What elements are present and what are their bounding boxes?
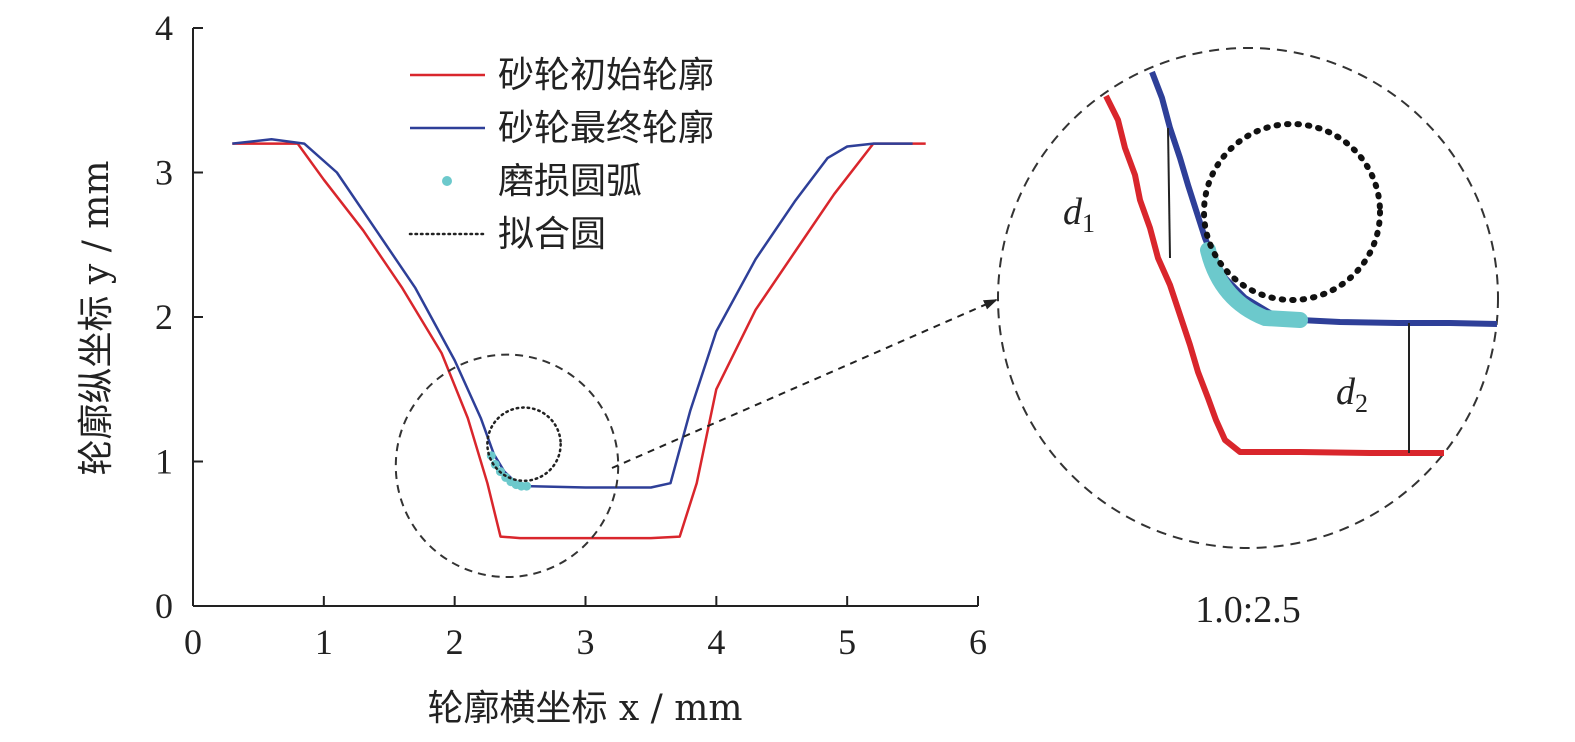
inset-initial-profile — [1103, 94, 1444, 456]
series-line — [232, 142, 926, 540]
y-tick-label: 1 — [155, 442, 173, 482]
legend-swatch — [442, 176, 452, 186]
ticks: 0 1 2 3 4 5 6 0 1 2 3 4 — [155, 8, 987, 662]
x-tick-label: 4 — [707, 622, 725, 662]
inset-wear-arc — [1200, 242, 1308, 328]
y-tick-label: 4 — [155, 8, 173, 48]
zoom-inset: d1 d2 — [997, 47, 1499, 549]
x-tick-label: 1 — [315, 622, 333, 662]
d1-line — [1167, 127, 1171, 259]
legend-label: 砂轮最终轮廓 — [498, 108, 714, 149]
series-layer — [232, 138, 926, 540]
fit-circle — [486, 406, 562, 483]
d1-label: d1 — [1063, 191, 1095, 238]
x-tick-label: 6 — [969, 622, 987, 662]
zoom-arrow — [611, 299, 998, 469]
x-tick-label: 5 — [838, 622, 856, 662]
inset-border — [997, 47, 1499, 549]
y-axis-label: 轮廓纵坐标 y / mm — [76, 160, 117, 475]
y-tick-label: 2 — [155, 297, 173, 337]
inset-fit-circle — [1201, 121, 1383, 303]
d2-label: d2 — [1336, 371, 1368, 418]
x-tick-label: 2 — [446, 622, 464, 662]
wear-arc-point — [522, 481, 532, 491]
x-tick-label: 3 — [577, 622, 595, 662]
y-tick-label: 0 — [155, 586, 173, 626]
y-tick-label: 3 — [155, 153, 173, 193]
legend-label: 磨损圆弧 — [498, 161, 642, 202]
inset-final-profile — [1149, 70, 1498, 327]
x-axis-label: 轮廓横坐标 x / mm — [427, 688, 742, 729]
legend-label: 砂轮初始轮廓 — [498, 55, 714, 96]
legend-label: 拟合圆 — [498, 214, 606, 255]
x-tick-label: 0 — [184, 622, 202, 662]
zoom-region-circle — [394, 353, 620, 579]
scale-label: 1.0:2.5 — [1195, 589, 1301, 631]
